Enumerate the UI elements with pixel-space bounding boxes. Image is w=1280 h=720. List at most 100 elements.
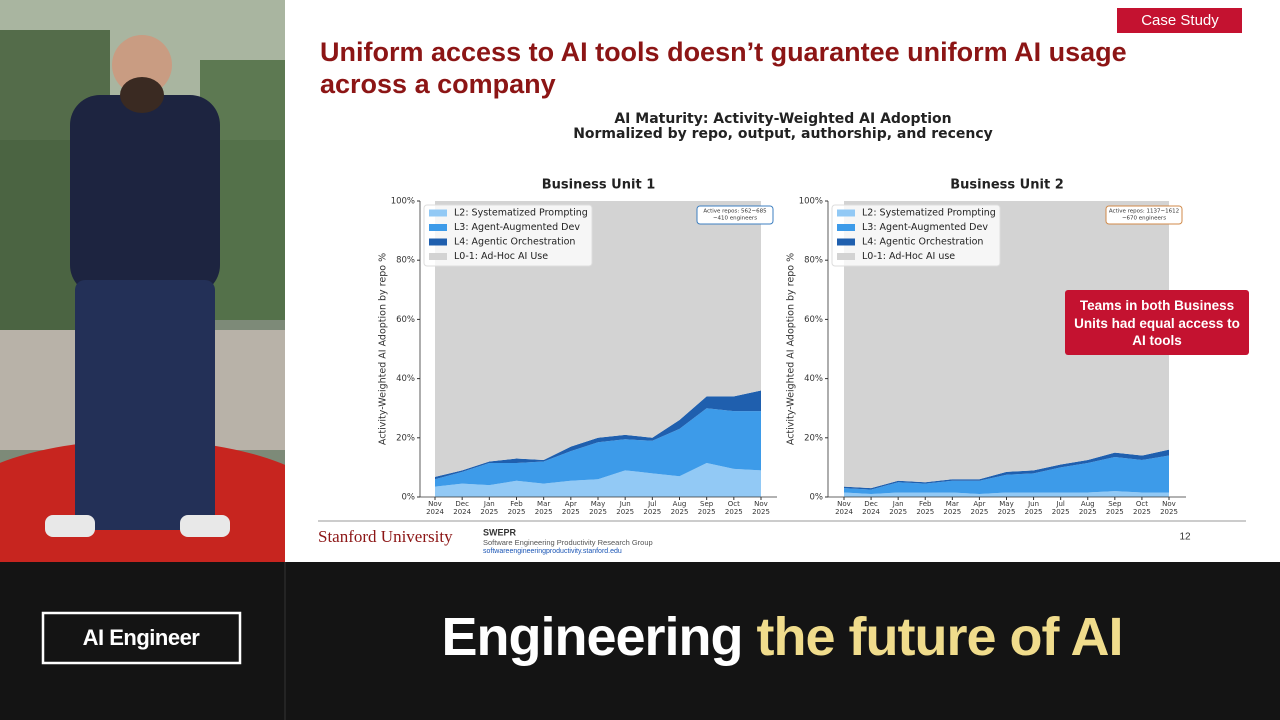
legend-label: L3: Agent-Augmented Dev — [454, 222, 580, 233]
x-tick-label-box: Jun 2025 — [616, 500, 634, 516]
tagline: Engineering the future of AI — [442, 607, 1123, 667]
x-tick-label-box: Jan 2025 — [480, 500, 499, 516]
y-axis-label: Activity-Weighted AI Adoption by repo % — [786, 253, 797, 445]
x-tick-label-box: Aug 2025 — [1078, 500, 1097, 516]
annotation-box — [696, 205, 774, 225]
chart-title: Business Unit 2 — [950, 178, 1063, 193]
y-tick-label: 80% — [804, 256, 823, 266]
legend-swatch — [837, 238, 855, 246]
chart-title: Business Unit 1 — [542, 178, 655, 193]
x-tick-label: Apr 2025 — [561, 500, 580, 516]
x-tick-label-box: Nov 2024 — [835, 500, 853, 516]
x-tick-label-box: Dec 2024 — [453, 500, 472, 516]
callout-box: Teams in both Business Units had equal a… — [1074, 298, 1240, 348]
x-tick-label-box: Apr 2025 — [970, 500, 989, 516]
slide-title: Uniform access to AI tools doesn’t guara… — [320, 37, 1127, 99]
legend-label: L2: Systematized Prompting — [454, 208, 588, 219]
x-tick-label-box: Oct 2025 — [724, 500, 743, 516]
legend-swatch — [429, 253, 447, 260]
x-tick-label-box: Jan 2025 — [889, 500, 907, 516]
logo-box — [41, 611, 242, 665]
x-tick-label: Sep 2025 — [697, 500, 716, 516]
x-tick-label: Aug 2025 — [670, 500, 689, 516]
x-tick-label-box: Jun 2025 — [1024, 500, 1043, 516]
x-tick-label: Aug 2025 — [1078, 500, 1097, 516]
y-axis-label: Activity-Weighted AI Adoption by repo % — [378, 253, 389, 445]
x-tick-label: Jan 2025 — [480, 500, 499, 516]
badge-box — [1117, 8, 1242, 33]
x-tick-label: Feb 2025 — [507, 500, 526, 516]
y-tick-label: 100% — [799, 197, 823, 207]
x-tick-label-box: May 2025 — [997, 500, 1016, 516]
x-tick-label: Nov 2024 — [426, 500, 444, 516]
y-tick-label: 0% — [402, 493, 416, 503]
group-name: Software Engineering Productivity Resear… — [483, 538, 653, 547]
y-tick-label: 100% — [391, 197, 415, 207]
university: Stanford University — [318, 527, 453, 546]
y-tick-label: 60% — [804, 315, 823, 325]
annotation: Active repos: 562~685 — [703, 209, 767, 215]
x-tick-label-box: Sep 2025 — [697, 500, 716, 516]
legend-label: L2: Systematized Prompting — [862, 208, 996, 219]
x-tick-label: Sep 2025 — [1105, 500, 1124, 516]
x-tick-label: May 2025 — [589, 500, 607, 516]
legend-swatch — [837, 224, 855, 231]
x-tick-label-box: Sep 2025 — [1105, 500, 1124, 516]
x-tick-label: Nov 2025 — [752, 500, 770, 516]
x-tick-label: May 2025 — [997, 500, 1016, 516]
tagline-part: Engineering — [442, 607, 743, 667]
speaker-video — [0, 0, 340, 600]
legend-swatch — [837, 253, 855, 260]
y-tick-label: 80% — [396, 256, 415, 266]
url: softwareengineeringproductivity.stanford… — [483, 548, 622, 555]
legend-swatch — [429, 238, 447, 246]
x-tick-label: Oct 2025 — [724, 500, 743, 516]
x-tick-label: Mar 2025 — [943, 500, 962, 516]
area-series — [435, 201, 761, 477]
chart-heading: AI Maturity: Activity-Weighted AI Adopti… — [614, 111, 951, 127]
x-tick-label: Jun 2025 — [1024, 500, 1043, 516]
charts: Business Unit 1 Activity-Weighted AI Adop… — [378, 178, 1249, 516]
x-tick-label: Mar 2025 — [534, 500, 553, 516]
x-tick-label-box: Nov 2025 — [1160, 500, 1178, 516]
callout: Teams in both Business Units had equal a… — [1074, 298, 1240, 348]
legend-swatch — [429, 209, 447, 217]
x-tick-label-box: Oct 2025 — [1132, 500, 1151, 516]
legend-label: L0-1: Ad-Hoc AI use — [862, 251, 955, 262]
x-tick-label-box: Mar 2025 — [943, 500, 962, 516]
annotation: ~410 engineers — [713, 216, 757, 222]
x-tick-label-box: Nov 2025 — [752, 500, 770, 516]
legend-label: L0-1: Ad-Hoc AI Use — [454, 251, 548, 262]
x-tick-label: Jul 2025 — [643, 500, 662, 516]
area-series — [844, 201, 1169, 489]
x-tick-label: Apr 2025 — [970, 500, 989, 516]
x-tick-label: Nov 2025 — [1160, 500, 1178, 516]
area-series — [435, 390, 761, 480]
legend-label: L4: Agentic Orchestration — [454, 237, 575, 248]
annotation: ~670 engineers — [1122, 216, 1166, 222]
legend-box — [423, 204, 593, 267]
y-tick-label: 40% — [396, 374, 415, 384]
x-tick-label-box: May 2025 — [589, 500, 607, 516]
x-tick-label-box: Apr 2025 — [561, 500, 580, 516]
group-short: SWEPR — [483, 527, 517, 537]
x-tick-label: Nov 2024 — [835, 500, 853, 516]
tagline-part: the future of AI — [757, 607, 1123, 667]
callout-box — [1065, 290, 1249, 355]
x-tick-label-box: Jul 2025 — [643, 500, 662, 516]
x-tick-label: Dec 2024 — [453, 500, 472, 516]
x-tick-label: Oct 2025 — [1132, 500, 1151, 516]
badge: Case Study — [1141, 12, 1219, 29]
x-tick-label-box: Nov 2024 — [426, 500, 444, 516]
legend-box — [831, 204, 1001, 267]
x-tick-label-box: Mar 2025 — [534, 500, 553, 516]
legend-label: L3: Agent-Augmented Dev — [862, 222, 988, 233]
x-tick-label: Dec 2024 — [862, 500, 880, 516]
y-tick-label: 20% — [804, 433, 823, 443]
annotation-box — [1105, 205, 1183, 225]
y-tick-label: 40% — [804, 374, 823, 384]
banner — [0, 562, 1280, 720]
x-tick-label-box: Feb 2025 — [507, 500, 526, 516]
